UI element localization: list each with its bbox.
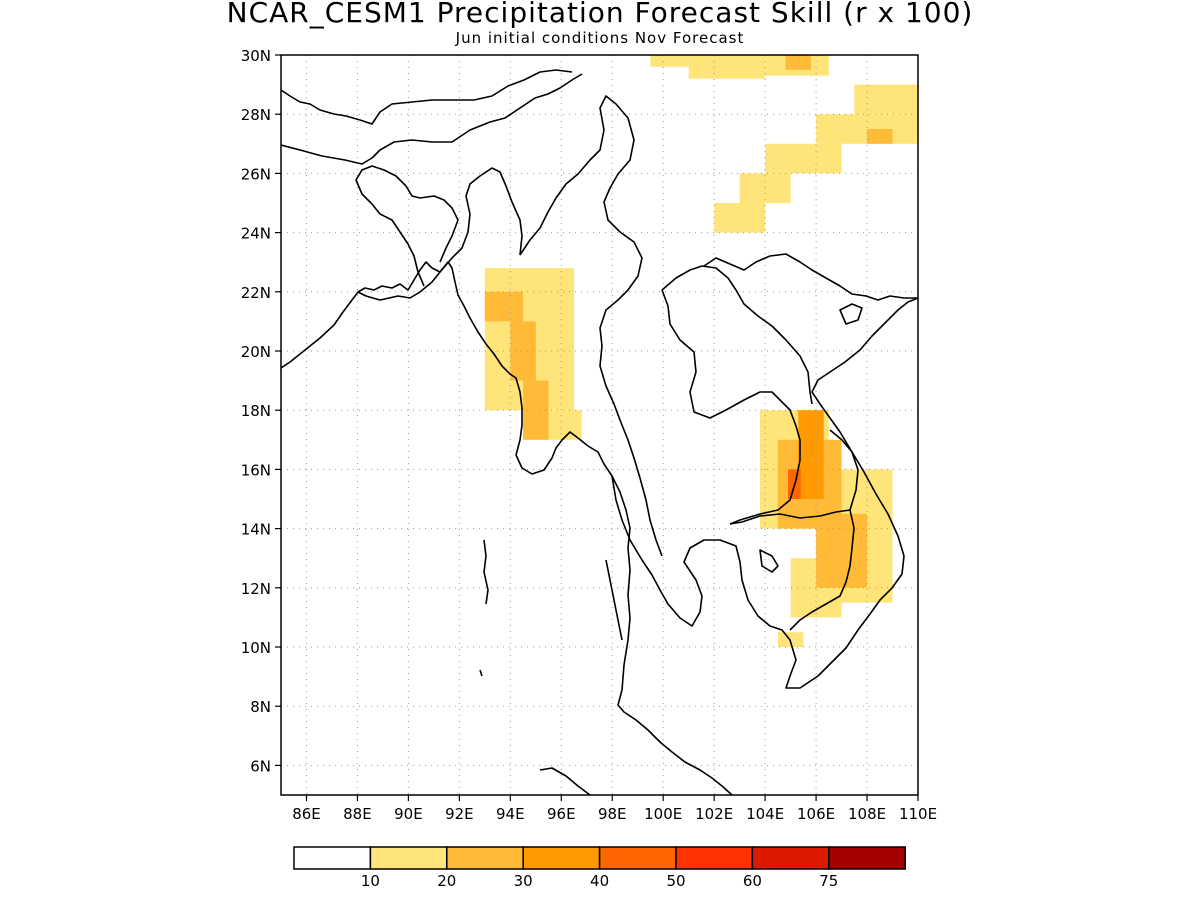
colorbar-label: 10 — [361, 872, 380, 890]
skill-cell-myanmar-west — [484, 291, 524, 322]
colorbar-swatch — [751, 846, 830, 870]
skill-cell-laos-cambodia — [816, 513, 868, 588]
longitude-ticks: 86E 88E 90E 92E 94E 96E 98E 100E 102E 104E 106E 108… — [292, 795, 937, 823]
bangladesh-border — [355, 165, 459, 287]
x-tick-label: 102E — [695, 805, 733, 823]
thailand-gulf-coast — [611, 297, 918, 689]
y-tick-label: 18N — [241, 402, 271, 420]
x-tick-label: 86E — [292, 805, 321, 823]
colorbar: 10 20 30 40 50 60 75 — [293, 846, 906, 890]
x-tick-label: 94E — [496, 805, 525, 823]
skill-shading — [484, 55, 918, 647]
skill-cell-myanmar-west — [523, 380, 549, 440]
tonle-sap — [759, 549, 779, 573]
x-tick-label: 100E — [644, 805, 682, 823]
colorbar-swatch — [828, 846, 906, 870]
map-subtitle: Jun initial conditions Nov Forecast — [455, 29, 745, 47]
y-tick-label: 14N — [241, 521, 271, 539]
y-tick-label: 28N — [241, 106, 271, 124]
y-tick-label: 30N — [241, 47, 271, 65]
y-tick-label: 24N — [241, 225, 271, 243]
map-frame — [280, 54, 919, 796]
x-tick-label: 104E — [746, 805, 784, 823]
china-border — [703, 253, 918, 301]
colorbar-label: 40 — [590, 872, 609, 890]
india-coast — [281, 261, 733, 795]
colorbar-label: 30 — [514, 872, 533, 890]
y-tick-label: 12N — [241, 580, 271, 598]
map-title: NCAR_CESM1 Precipitation Forecast Skill … — [226, 0, 974, 29]
colorbar-swatch — [675, 846, 754, 870]
x-tick-label: 110E — [899, 805, 937, 823]
sri-lanka-area — [539, 767, 591, 795]
colorbar-swatch — [446, 846, 524, 870]
skill-cell-north-edge — [785, 55, 811, 70]
x-tick-label: 90E — [394, 805, 423, 823]
mergui-islands — [605, 559, 623, 641]
y-tick-label: 8N — [250, 698, 271, 716]
map-gridlines — [281, 54, 919, 795]
y-tick-label: 26N — [241, 165, 271, 183]
skill-cell-sichuan-band — [714, 203, 766, 233]
y-tick-label: 20N — [241, 343, 271, 361]
colorbar-swatch — [598, 846, 677, 870]
bangladesh-coast — [357, 261, 441, 293]
myanmar-border-north — [439, 167, 523, 273]
skill-cell-north-edge — [650, 55, 689, 67]
skill-cell-north-edge — [688, 55, 766, 79]
y-tick-label: 16N — [241, 461, 271, 479]
coastlines-and-borders — [281, 69, 918, 795]
skill-cell-myanmar-west — [510, 321, 536, 381]
x-tick-label: 106E — [797, 805, 835, 823]
cambodia-vietnam-border — [729, 429, 859, 631]
myanmar-thai-border — [519, 95, 663, 557]
x-tick-label: 96E — [547, 805, 576, 823]
colorbar-swatch — [522, 846, 601, 870]
y-tick-label: 22N — [241, 284, 271, 302]
x-tick-label: 98E — [598, 805, 627, 823]
x-tick-label: 108E — [848, 805, 886, 823]
himalaya-border — [281, 69, 583, 165]
latitude-ticks: 6N 8N 10N 12N 14N 16N 18N 20N 22N 24N 26N 28N 30N — [241, 47, 281, 775]
colorbar-swatch — [369, 846, 448, 870]
colorbar-swatch — [293, 846, 372, 870]
colorbar-label: 75 — [819, 872, 838, 890]
x-tick-label: 88E — [343, 805, 372, 823]
colorbar-label: 60 — [743, 872, 762, 890]
skill-cell-sichuan-band — [765, 143, 842, 174]
skill-cell-sichuan-band — [867, 129, 893, 144]
laos-border — [661, 265, 813, 525]
andaman-islands — [479, 539, 489, 677]
skill-cell-sichuan-band — [739, 173, 791, 203]
y-tick-label: 6N — [250, 757, 271, 775]
hainan — [839, 303, 863, 325]
x-tick-label: 92E — [445, 805, 474, 823]
y-tick-label: 10N — [241, 639, 271, 657]
colorbar-label: 20 — [437, 872, 456, 890]
colorbar-label: 50 — [666, 872, 685, 890]
skill-cell-sichuan-band — [854, 84, 918, 115]
skill-cell-laos-cambodia — [798, 410, 824, 499]
